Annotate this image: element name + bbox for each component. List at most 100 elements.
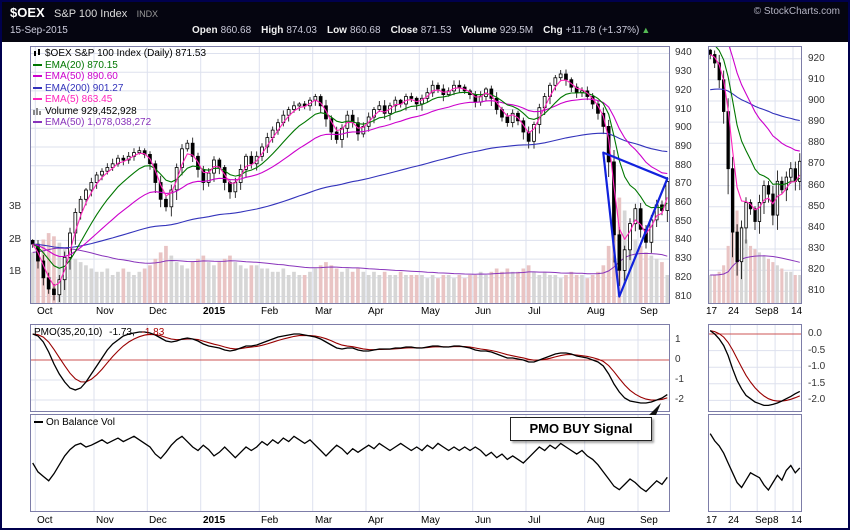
axis-label: 890: [675, 141, 692, 152]
axis-label: -1: [675, 374, 684, 385]
line-swatch-icon: [33, 98, 42, 101]
pmo-inset-chart: [708, 324, 802, 412]
axis-label: 880: [675, 160, 692, 171]
axis-label: -2.0: [808, 394, 826, 405]
legend-item: EMA(5) 863.45: [33, 94, 206, 106]
month-axis-bottom: Oct Nov Dec 2015 Feb Mar Apr May Jun Jul Aug Sep 17 2…: [2, 514, 848, 528]
volume-axis-label: 1B: [9, 266, 22, 277]
line-swatch-icon: [33, 86, 42, 89]
x-axis-label: Oct: [37, 515, 53, 526]
obv-legend: On Balance Vol: [34, 417, 115, 429]
axis-label: 920: [808, 53, 825, 64]
line-swatch-icon: [33, 75, 42, 78]
pmo-signal-value: -1.83: [141, 327, 165, 338]
x-axis-label: Feb: [261, 515, 279, 526]
x-axis-label: Jun: [475, 306, 492, 317]
axis-label: 840: [675, 234, 692, 245]
obv-inset-chart: [708, 414, 802, 512]
axis-label: 820: [675, 272, 692, 283]
x-axis-label: Nov: [96, 306, 114, 317]
x-axis-label: Dec: [149, 306, 167, 317]
line-swatch-icon: [33, 63, 42, 66]
quote-label: Low: [326, 25, 347, 36]
legend-label: EMA(50) 1,078,038,272: [45, 117, 152, 128]
change-up-arrow-icon: ▲: [641, 25, 651, 35]
axis-label: 870: [675, 178, 692, 189]
x-axis-label: 2015: [203, 306, 226, 317]
x-axis-label: Apr: [368, 515, 384, 526]
inset-price-y-axis: 920 910 900 890 880 870 860 850 840 830 820 810: [805, 46, 848, 304]
x-axis-label: Sep: [640, 306, 658, 317]
x-axis-label: Oct: [37, 306, 53, 317]
axis-label: 1: [675, 334, 681, 345]
axis-label: -1.0: [808, 361, 826, 372]
chart-type-icon: [33, 48, 45, 59]
volume-y-axis: 3B 2B 1B: [6, 46, 28, 304]
axis-label: 810: [675, 291, 692, 302]
legend-label: EMA(5) 863.45: [45, 94, 113, 105]
quote-value: +11.78 (+1.37%): [565, 25, 640, 36]
axis-label: 840: [808, 222, 825, 233]
legend-label: EMA(50) 890.60: [45, 71, 118, 82]
buy-signal-arrow-icon: [649, 403, 661, 415]
x-axis-label: 17: [706, 306, 718, 317]
x-axis-label: Sep: [755, 515, 773, 526]
axis-label: 890: [808, 116, 825, 127]
axis-label: 870: [808, 158, 825, 169]
legend-item: EMA(20) 870.15: [33, 60, 206, 72]
quote-value: 860.68: [349, 25, 381, 36]
legend-item: $OEX S&P 100 Index (Daily) 871.53: [33, 48, 206, 60]
legend-label: EMA(200) 901.27: [45, 82, 124, 94]
pmo-buy-signal-callout: PMO BUY Signal: [510, 417, 652, 441]
quote-value: 874.03: [286, 25, 317, 36]
axis-label: 940: [675, 47, 692, 58]
pmo-buy-signal-label: PMO BUY Signal: [529, 421, 633, 436]
axis-label: 910: [808, 74, 825, 85]
axis-label: 0: [675, 354, 681, 365]
axis-label: 850: [808, 201, 825, 212]
axis-label: -0.5: [808, 345, 826, 356]
x-axis-label: Sep: [755, 306, 773, 317]
x-axis-label: May: [421, 515, 440, 526]
quote-value: 929.5M: [499, 25, 534, 36]
quote-strip: Open 860.68 High 874.03 Low 860.68 Close 871.53…: [182, 25, 650, 36]
obv-line-icon: [34, 421, 43, 424]
x-axis-label: Jun: [475, 515, 492, 526]
volume-icon: [33, 106, 45, 117]
axis-label: 910: [675, 104, 692, 115]
x-axis-label: 2015: [203, 515, 226, 526]
quote-label: Close: [390, 25, 418, 36]
exchange: INDX: [136, 9, 159, 19]
x-axis-label: Jul: [528, 306, 541, 317]
index-name: S&P 100 Index: [54, 8, 128, 20]
title-row: $OEX S&P 100 Index INDX: [10, 5, 158, 20]
x-axis-label: 24: [728, 515, 740, 526]
axis-label: 880: [808, 137, 825, 148]
axis-label: 860: [808, 180, 825, 191]
legend-label: $OEX S&P 100 Index (Daily) 871.53: [45, 48, 207, 59]
legend-label: Volume 929,452,928: [45, 105, 137, 117]
legend-item: Volume 929,452,928: [33, 106, 206, 118]
axis-label: 920: [675, 85, 692, 96]
legend-item: EMA(200) 901.27: [33, 83, 206, 95]
quote-label: Open: [192, 25, 218, 36]
header-bar: $OEX S&P 100 Index INDX © StockCharts.co…: [2, 2, 848, 42]
axis-label: 900: [675, 122, 692, 133]
quote-value: 860.68: [220, 25, 252, 36]
axis-label: 900: [808, 95, 825, 106]
axis-label: 820: [808, 264, 825, 275]
x-axis-label: Mar: [315, 515, 333, 526]
axis-label: -2: [675, 394, 684, 405]
main-chart-legend: $OEX S&P 100 Index (Daily) 871.53 EMA(20)…: [33, 48, 206, 129]
main-price-chart: [30, 46, 670, 304]
pmo-legend-name: PMO(35,20,10): [34, 327, 103, 338]
pmo-chart: [30, 324, 670, 412]
pmo-value: -1.73,: [109, 327, 135, 338]
x-axis-label: Dec: [149, 515, 167, 526]
obv-legend-label: On Balance Vol: [46, 417, 115, 428]
axis-label: 930: [675, 66, 692, 77]
axis-label: 830: [675, 253, 692, 264]
copyright: © StockCharts.com: [753, 6, 840, 17]
x-axis-label: 17: [706, 515, 718, 526]
